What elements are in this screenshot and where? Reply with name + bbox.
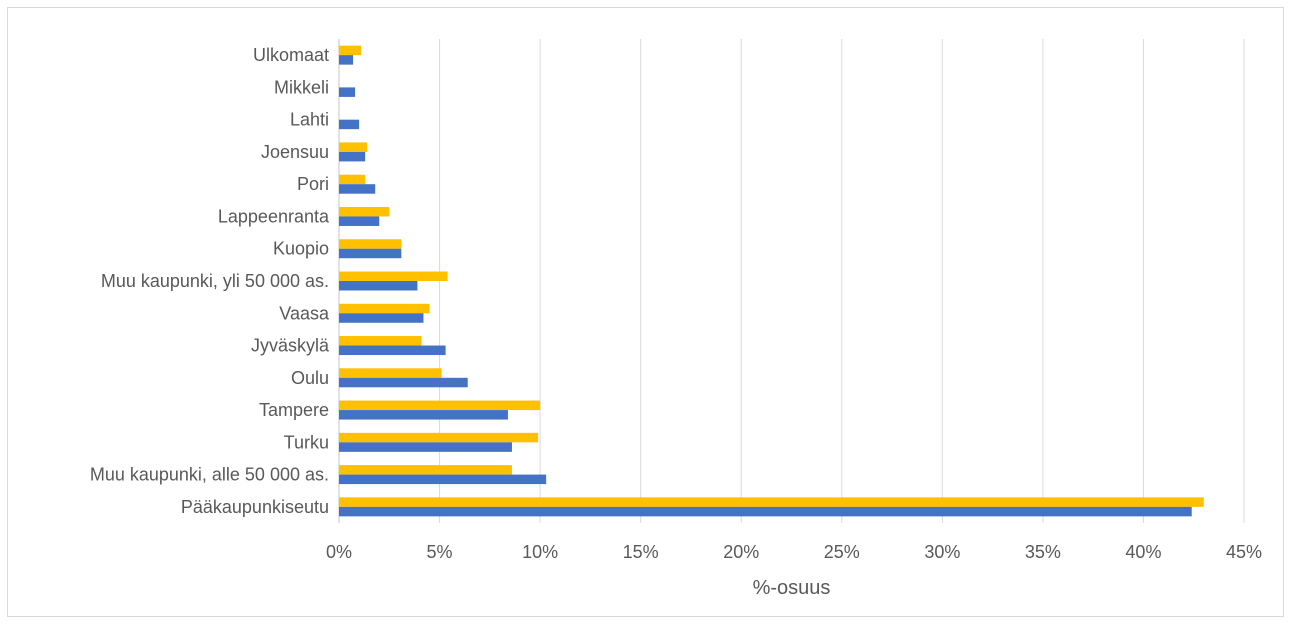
x-tick-label: 20%: [723, 542, 759, 562]
bar-series-1: [339, 45, 362, 56]
x-tick-label: 5%: [427, 542, 453, 562]
category-label: Tampere: [259, 400, 329, 420]
bar-chart: Pääkaupunkiseutu Muu kaupunki, alle 50 00…: [90, 39, 1262, 599]
bar-series-1: [339, 303, 430, 314]
x-tick-labels: 0% 5% 10% 15% 20% 25% 30% 35% 40% 45%: [326, 542, 1262, 562]
category-label: Vaasa: [279, 303, 330, 323]
category-label: Pori: [297, 174, 329, 194]
bar-series-1: [339, 432, 539, 443]
bar-series-2: [339, 216, 380, 226]
category-label: Mikkeli: [274, 77, 329, 97]
bar-series-2: [339, 184, 376, 194]
category-label: Jyväskylä: [251, 336, 330, 356]
bar-series-2: [339, 474, 547, 485]
category-labels: Pääkaupunkiseutu Muu kaupunki, alle 50 00…: [90, 45, 330, 517]
bar-series-1: [339, 368, 442, 378]
bar-series-1: [339, 497, 1204, 507]
bar-series-1: [339, 336, 422, 346]
x-tick-label: 45%: [1226, 542, 1262, 562]
category-label: Turku: [284, 432, 329, 452]
bar-series-1: [339, 142, 368, 152]
bar-series-2: [339, 281, 418, 291]
category-label: Lahti: [290, 110, 329, 130]
bar-series-1: [339, 465, 512, 475]
x-tick-label: 15%: [623, 542, 659, 562]
x-tick-label: 0%: [326, 542, 352, 562]
category-label: Ulkomaat: [253, 45, 329, 65]
x-tick-label: 10%: [522, 542, 558, 562]
bar-series-1: [339, 271, 448, 281]
bar-series-2: [339, 410, 508, 420]
category-label: Oulu: [291, 368, 329, 388]
chart-frame: Pääkaupunkiseutu Muu kaupunki, alle 50 00…: [7, 7, 1284, 617]
x-tick-label: 40%: [1125, 542, 1161, 562]
bar-series-2: [339, 55, 354, 65]
category-label: Kuopio: [273, 239, 329, 259]
bar-series-2: [339, 119, 360, 130]
bars: [339, 45, 1204, 517]
gridlines: [338, 39, 1245, 523]
category-label: Pääkaupunkiseutu: [181, 497, 329, 517]
bar-series-2: [339, 151, 366, 162]
bar-series-2: [339, 248, 402, 259]
bar-series-1: [339, 239, 402, 249]
bar-series-2: [339, 442, 512, 452]
bar-series-2: [339, 87, 356, 97]
category-label: Joensuu: [261, 142, 329, 162]
bar-series-1: [339, 174, 366, 185]
x-axis-title: %-osuus: [753, 577, 831, 599]
bar-series-1: [339, 206, 390, 217]
x-tick-label: 25%: [824, 542, 860, 562]
bar-series-2: [339, 377, 468, 388]
category-label: Muu kaupunki, alle 50 000 as.: [90, 465, 329, 485]
bar-series-2: [339, 345, 446, 356]
bar-series-1: [339, 400, 541, 411]
bar-series-2: [339, 506, 1192, 517]
x-tick-label: 30%: [924, 542, 960, 562]
x-tick-label: 35%: [1025, 542, 1061, 562]
bar-series-2: [339, 313, 424, 323]
category-label: Muu kaupunki, yli 50 000 as.: [101, 271, 329, 291]
category-label: Lappeenranta: [218, 206, 330, 226]
